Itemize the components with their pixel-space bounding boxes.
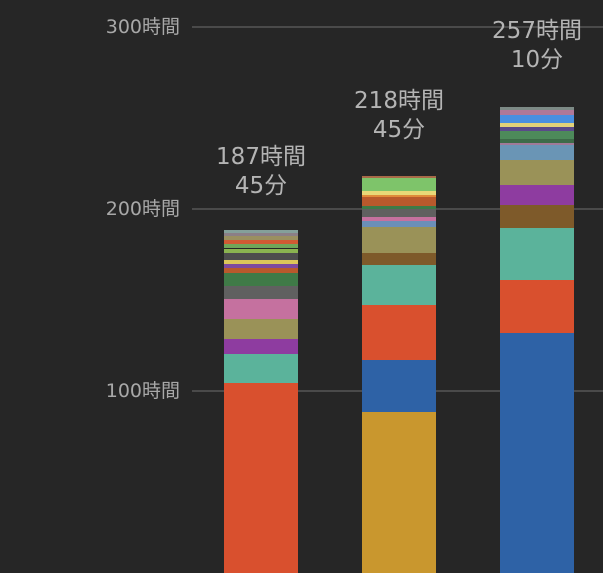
bar-segment[interactable] bbox=[500, 184, 574, 205]
bar-segment[interactable] bbox=[362, 252, 436, 265]
bar-segment[interactable] bbox=[362, 195, 436, 197]
bar-segment[interactable] bbox=[224, 299, 298, 320]
y-tick-label-100: 100時間 bbox=[105, 380, 180, 402]
bar-segment[interactable] bbox=[500, 227, 574, 280]
bar-segment[interactable] bbox=[500, 109, 574, 115]
bar-3[interactable] bbox=[500, 105, 574, 573]
bar-segment[interactable] bbox=[224, 248, 298, 254]
stacked-bar-chart: 300時間 200時間 100時間 187時間 45分 218時間 45分 25… bbox=[105, 16, 603, 573]
bar-segment[interactable] bbox=[224, 264, 298, 269]
bar-segment[interactable] bbox=[362, 176, 436, 179]
bar-segment[interactable] bbox=[500, 126, 574, 131]
bar-segment[interactable] bbox=[224, 260, 298, 265]
bar-segment[interactable] bbox=[224, 354, 298, 383]
bar-segment[interactable] bbox=[224, 273, 298, 287]
bar-segment[interactable] bbox=[362, 264, 436, 305]
bar-segment[interactable] bbox=[500, 204, 574, 228]
bar-segment[interactable] bbox=[362, 359, 436, 412]
bar-segment[interactable] bbox=[500, 114, 574, 123]
bar-3-total-label: 257時間 10分 bbox=[457, 17, 603, 75]
bar-1-hours: 187時間 bbox=[216, 144, 306, 170]
bar-segment[interactable] bbox=[224, 253, 298, 261]
bar-segment[interactable] bbox=[224, 286, 298, 300]
bar-segment[interactable] bbox=[362, 304, 436, 360]
bar-segment[interactable] bbox=[224, 239, 298, 245]
bar-segment[interactable] bbox=[500, 144, 574, 160]
bar-2-total-label: 218時間 45分 bbox=[319, 87, 479, 145]
bar-segment[interactable] bbox=[224, 235, 298, 240]
bar-segment[interactable] bbox=[362, 226, 436, 253]
bar-segment[interactable] bbox=[362, 220, 436, 227]
bar-segment[interactable] bbox=[224, 229, 298, 233]
bar-segment[interactable] bbox=[500, 159, 574, 185]
bar-segment[interactable] bbox=[362, 197, 436, 206]
bar-segment[interactable] bbox=[500, 122, 574, 127]
y-tick-label-300: 300時間 bbox=[105, 16, 180, 38]
bar-segment[interactable] bbox=[362, 191, 436, 195]
bar-segment[interactable] bbox=[362, 178, 436, 191]
bar-segment[interactable] bbox=[224, 382, 298, 573]
bar-2-hours: 218時間 bbox=[354, 88, 444, 114]
bar-segment[interactable] bbox=[224, 244, 298, 249]
gridline-300 bbox=[192, 26, 603, 28]
bar-segment[interactable] bbox=[362, 205, 436, 209]
bar-segment[interactable] bbox=[224, 339, 298, 355]
bar-1-minutes: 45分 bbox=[234, 173, 288, 199]
bar-segment[interactable] bbox=[500, 332, 574, 573]
bar-segment[interactable] bbox=[500, 279, 574, 333]
bar-3-minutes: 10分 bbox=[510, 47, 564, 73]
bar-segment[interactable] bbox=[362, 208, 436, 217]
bar-segment[interactable] bbox=[500, 142, 574, 145]
y-tick-label-200: 200時間 bbox=[105, 198, 180, 220]
bar-segment[interactable] bbox=[500, 107, 574, 110]
bar-segment[interactable] bbox=[224, 268, 298, 274]
bar-segment[interactable] bbox=[224, 232, 298, 236]
bar-segment[interactable] bbox=[224, 319, 298, 340]
bar-1[interactable] bbox=[224, 229, 298, 573]
bar-2-minutes: 45分 bbox=[372, 117, 426, 143]
bar-3-hours: 257時間 bbox=[492, 18, 582, 44]
bar-2[interactable] bbox=[362, 175, 436, 573]
bar-1-total-label: 187時間 45分 bbox=[181, 143, 341, 201]
bar-segment[interactable] bbox=[500, 130, 574, 139]
bar-segment[interactable] bbox=[500, 138, 574, 143]
bar-segment[interactable] bbox=[362, 216, 436, 221]
bar-segment[interactable] bbox=[362, 411, 436, 573]
